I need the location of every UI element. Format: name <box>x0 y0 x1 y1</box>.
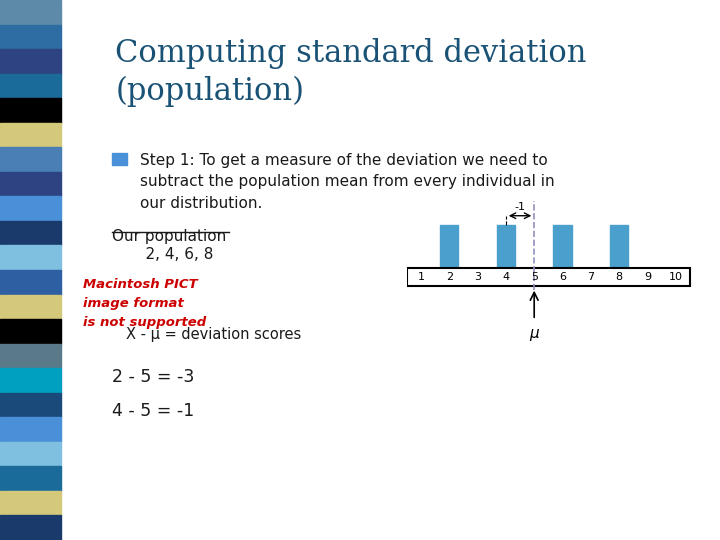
Text: 8: 8 <box>616 272 623 282</box>
Bar <box>610 225 629 272</box>
Text: 3: 3 <box>474 272 481 282</box>
Text: $\mu$: $\mu$ <box>528 327 540 343</box>
Text: X - μ = deviation scores: X - μ = deviation scores <box>126 327 301 342</box>
Text: 10: 10 <box>669 272 683 282</box>
Text: Our population: Our population <box>112 230 226 245</box>
Bar <box>440 225 459 272</box>
Text: 4 - 5 = -1: 4 - 5 = -1 <box>112 402 194 420</box>
Text: 1: 1 <box>418 272 425 282</box>
Text: 9: 9 <box>644 272 651 282</box>
Text: Macintosh PICT
image format
is not supported: Macintosh PICT image format is not suppo… <box>83 278 206 329</box>
Bar <box>553 225 572 272</box>
Text: 2, 4, 6, 8: 2, 4, 6, 8 <box>126 247 213 262</box>
Text: Step 1: To get a measure of the deviation we need to
subtract the population mea: Step 1: To get a measure of the deviatio… <box>140 153 555 211</box>
Bar <box>497 225 515 272</box>
Text: 4: 4 <box>503 272 510 282</box>
Text: 7: 7 <box>588 272 595 282</box>
Text: 2 - 5 = -3: 2 - 5 = -3 <box>112 368 194 386</box>
Bar <box>407 268 690 286</box>
Text: 2: 2 <box>446 272 453 282</box>
Text: -1: -1 <box>515 202 526 212</box>
Text: 5: 5 <box>531 272 538 282</box>
Text: 6: 6 <box>559 272 566 282</box>
Text: Computing standard deviation
(population): Computing standard deviation (population… <box>115 38 587 107</box>
